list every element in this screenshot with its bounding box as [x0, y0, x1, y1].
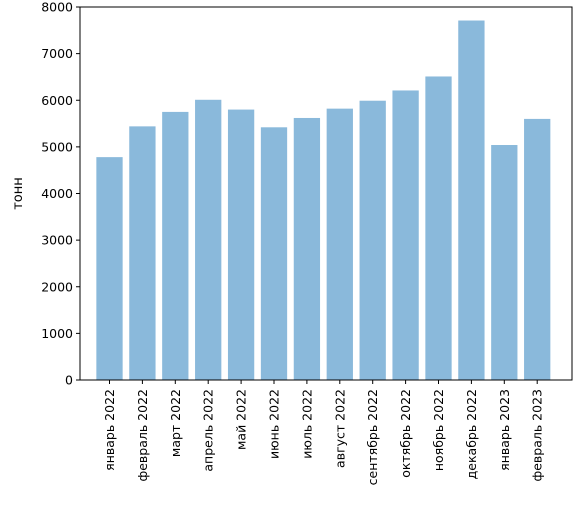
x-tick-label: июнь 2022 [267, 389, 282, 459]
x-tick-label: апрель 2022 [201, 389, 216, 472]
y-tick-label: 6000 [41, 93, 73, 108]
x-tick-label: март 2022 [168, 389, 183, 457]
x-tick-label: январь 2022 [102, 389, 117, 471]
x-tick-label: август 2022 [332, 389, 347, 468]
x-tick-label: июль 2022 [299, 389, 314, 459]
bar [195, 99, 222, 380]
x-tick-label: февраль 2023 [530, 389, 545, 481]
x-tick-label: февраль 2022 [135, 389, 150, 481]
bar [359, 100, 386, 380]
bar [227, 109, 255, 380]
bar [524, 118, 551, 381]
y-tick-label: 4000 [41, 186, 73, 201]
bar [96, 157, 123, 380]
y-tick-label: 0 [65, 373, 73, 388]
bar [260, 127, 288, 380]
y-tick-label: 8000 [41, 0, 73, 15]
bars-group [96, 20, 551, 381]
y-axis-label: тонн [11, 177, 26, 210]
bar [458, 20, 485, 381]
bar [425, 76, 452, 380]
bar [326, 108, 353, 380]
x-tick-label: май 2022 [234, 389, 249, 450]
bar [293, 117, 321, 380]
y-tick-label: 3000 [41, 233, 73, 248]
bar [491, 145, 518, 380]
bar [162, 111, 189, 380]
plot-frame [79, 6, 573, 381]
x-tick-label: ноябрь 2022 [431, 389, 446, 471]
y-tick-label: 5000 [41, 139, 73, 154]
x-tick-label: октябрь 2022 [398, 389, 413, 478]
x-tick-label: декабрь 2022 [464, 389, 479, 479]
y-tick-label: 2000 [41, 279, 73, 294]
x-tick-label: сентябрь 2022 [365, 389, 380, 485]
bar [392, 90, 419, 381]
y-axis-ticks: 0 1000 2000 3000 4000 5000 6000 7000 8000 [41, 0, 80, 388]
x-tick-label: январь 2023 [497, 389, 512, 471]
y-tick-label: 7000 [41, 46, 73, 61]
x-axis-ticks: январь 2022 февраль 2022 март 2022 апрель 2… [102, 380, 545, 485]
bar [129, 126, 156, 380]
y-tick-label: 1000 [41, 326, 73, 341]
